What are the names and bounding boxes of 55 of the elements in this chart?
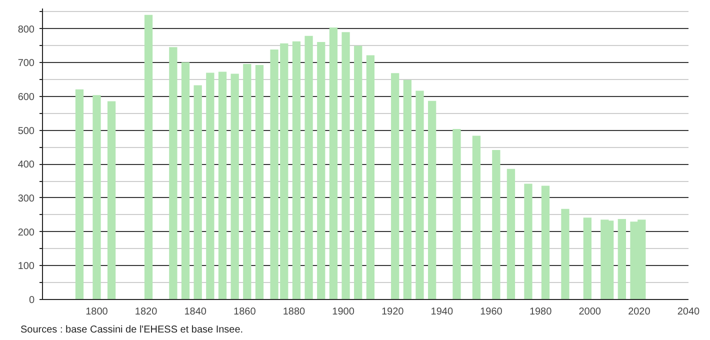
- bar: [194, 85, 202, 300]
- y-tick-label: 500: [18, 126, 35, 137]
- bar: [107, 101, 116, 300]
- y-tick-label: 300: [18, 193, 35, 204]
- y-tick-label: 200: [18, 227, 35, 238]
- bar: [354, 46, 362, 300]
- bar: [366, 55, 374, 300]
- y-tick-label: 700: [18, 58, 35, 70]
- bar: [342, 32, 350, 300]
- bar: [304, 36, 313, 300]
- bar: [391, 73, 400, 300]
- source-note: Sources : base Cassini de l'EHESS et base Insee.: [20, 324, 244, 336]
- x-tick-label: 1900: [332, 306, 355, 318]
- bar: [206, 72, 214, 300]
- bar: [181, 62, 190, 300]
- bar: [492, 150, 500, 300]
- x-tick-label: 1920: [382, 306, 404, 318]
- bar: [403, 80, 412, 300]
- x-tick-label: 2040: [677, 306, 700, 318]
- bar: [506, 168, 516, 300]
- bar: [230, 74, 239, 300]
- bar: [428, 100, 436, 300]
- bar: [92, 95, 101, 300]
- bar: [255, 65, 264, 300]
- bar: [243, 64, 252, 300]
- x-tick-label: 2000: [578, 306, 602, 318]
- bar: [144, 14, 153, 300]
- y-tick-label: 800: [18, 24, 35, 36]
- bar: [169, 47, 178, 300]
- x-tick-label: 1880: [282, 306, 306, 318]
- y-tick-label: 400: [18, 160, 35, 171]
- bar: [292, 41, 301, 300]
- bar: [618, 218, 626, 300]
- bar: [218, 72, 227, 300]
- x-tick-label: 1940: [430, 306, 454, 318]
- x-tick-label: 1820: [134, 306, 158, 318]
- bar: [452, 128, 461, 300]
- x-tick-label: 2020: [628, 306, 651, 318]
- x-tick-label: 1960: [480, 306, 503, 318]
- bar: [329, 27, 338, 300]
- x-tick-label: 1800: [86, 306, 108, 318]
- y-tick-label: 600: [18, 92, 35, 103]
- bar: [317, 42, 326, 300]
- bar: [561, 208, 570, 300]
- bar: [75, 89, 84, 300]
- x-tick-label: 1860: [234, 306, 256, 318]
- bar: [524, 184, 532, 300]
- x-tick-label: 1840: [184, 306, 207, 318]
- bar: [416, 90, 424, 300]
- bar: [541, 186, 550, 300]
- x-tick-label: 1980: [529, 306, 552, 318]
- bar: [583, 218, 592, 300]
- y-tick-label: 0: [28, 295, 35, 306]
- bar: [472, 136, 481, 300]
- y-tick-label: 100: [18, 261, 35, 272]
